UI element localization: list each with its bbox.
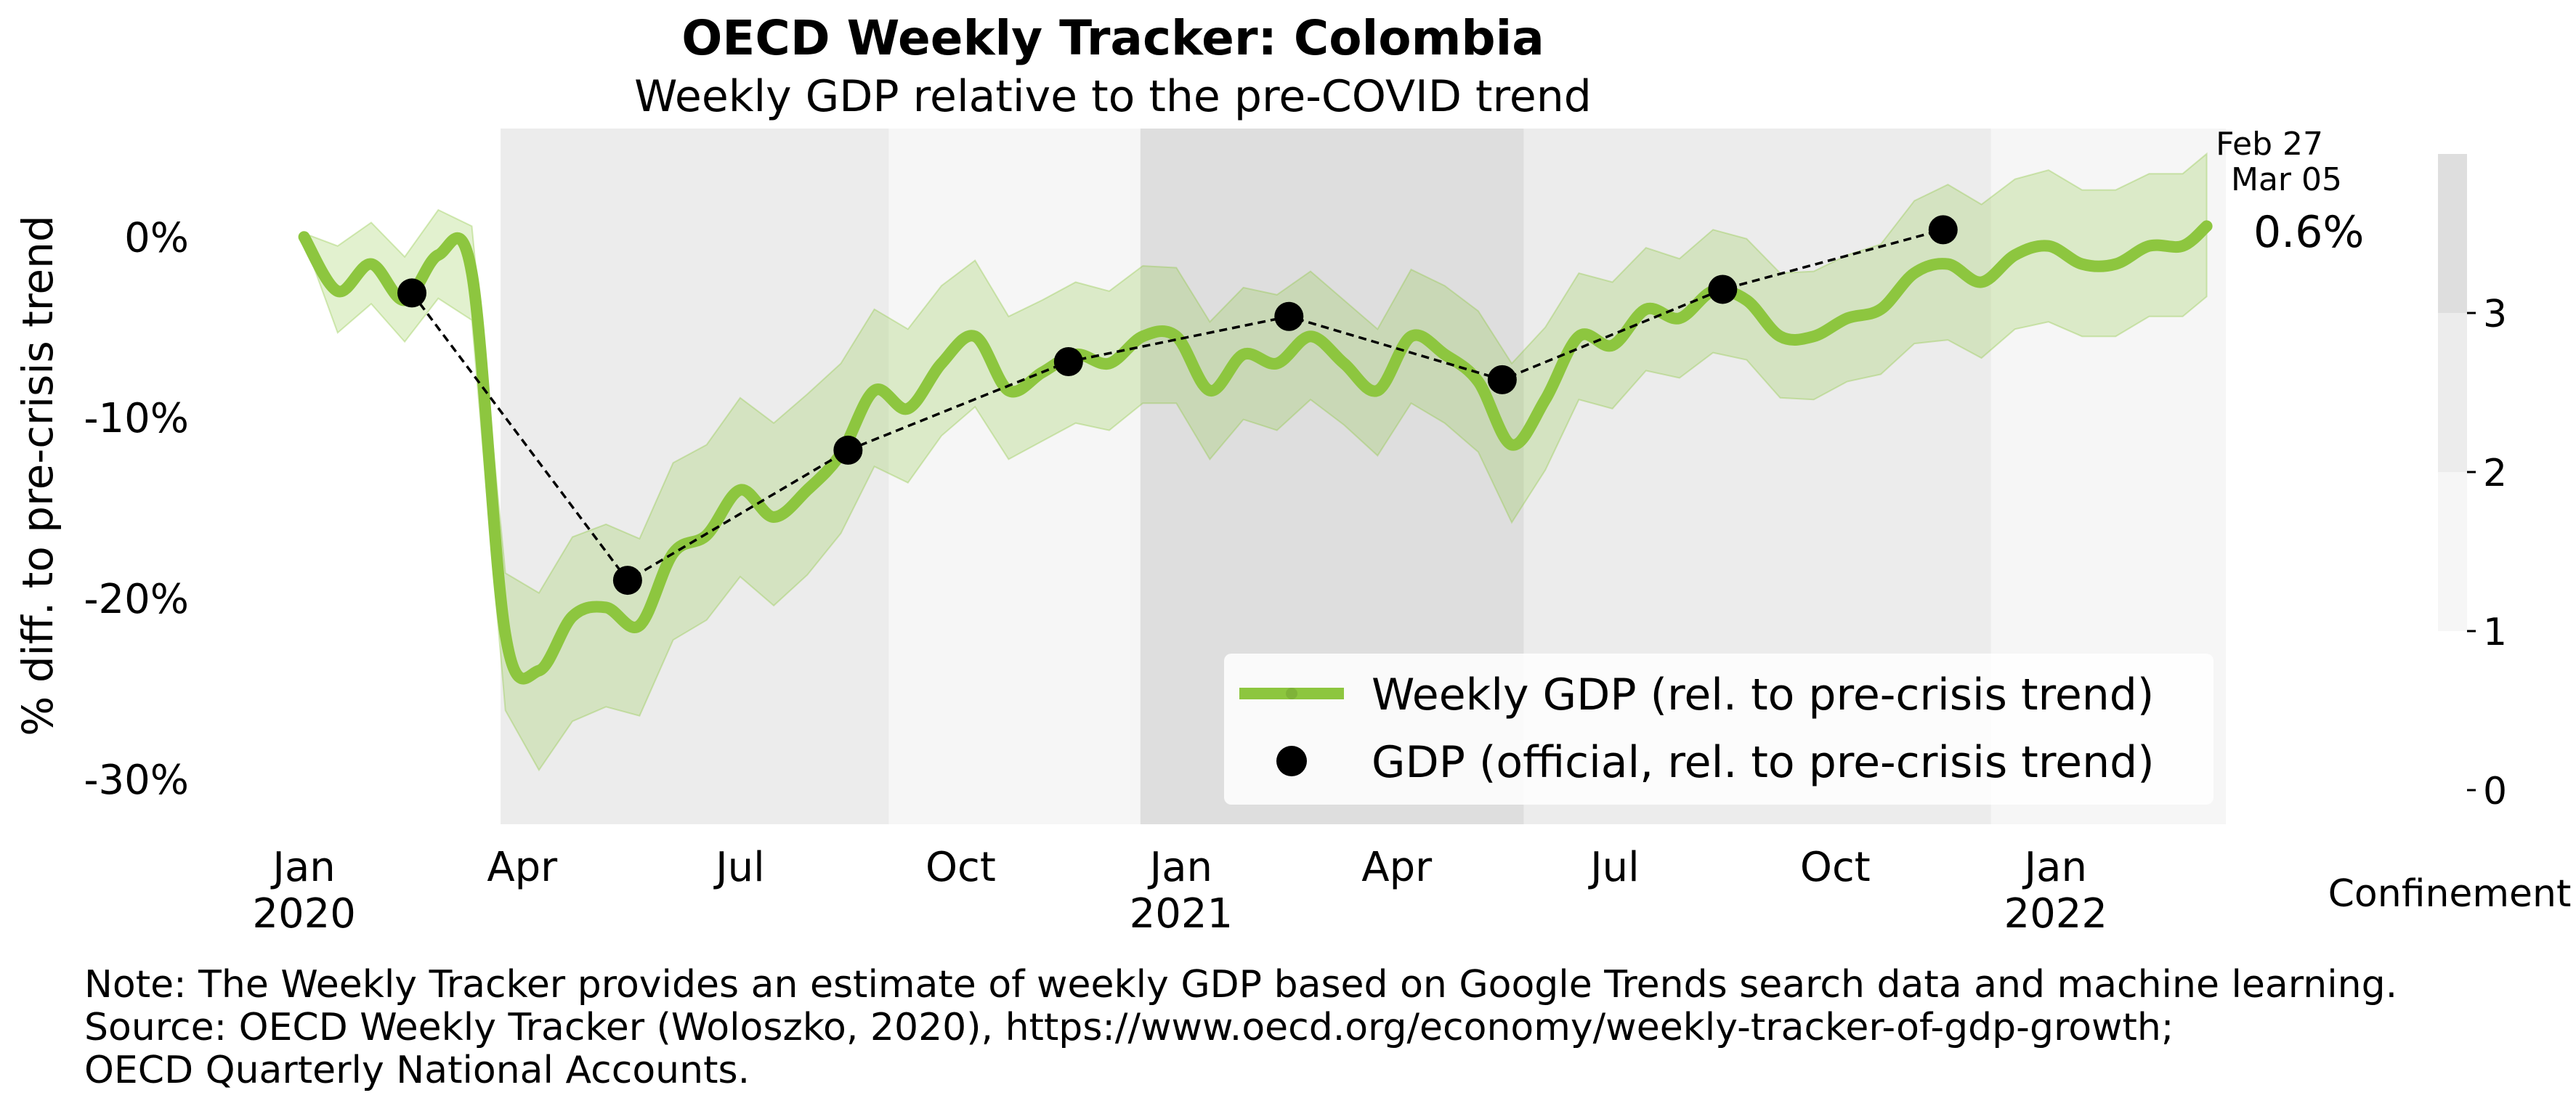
colorbar-tick-label-2: 2 [2483,452,2507,495]
official-gdp-point-5 [1487,365,1517,394]
latest-value-annotation: Feb 27 Mar 05 0.6% [2216,126,2364,258]
x-tick-label-0: Jan [270,844,335,891]
colorbar-tick-label-3: 3 [2483,293,2507,336]
x-tick-label-5: Apr [1361,844,1433,891]
chart-subtitle: Weekly GDP relative to the pre-COVID tre… [634,71,1592,122]
colorbar: 0 1 2 3 Confinement [2328,154,2572,916]
x-tick-label-8: Jan [2022,844,2087,891]
legend-line-marker [1286,688,1297,699]
note-line-3: OECD Quarterly National Accounts. [84,1049,750,1092]
legend-point-swatch [1276,746,1307,776]
official-gdp-points [397,215,1958,595]
x-tick-label-7: Oct [1800,844,1871,891]
y-tick-label-1: -10% [84,395,189,442]
legend: Weekly GDP (rel. to pre-crisis trend) GD… [1224,654,2214,805]
latest-value-label: 0.6% [2253,207,2364,258]
latest-date-line2: Mar 05 [2231,161,2342,198]
legend-label-weekly-gdp: Weekly GDP (rel. to pre-crisis trend) [1372,670,2154,720]
confinement-band-1 [888,129,1141,824]
y-tick-label-2: -20% [84,576,189,623]
note-line-2: Source: OECD Weekly Tracker (Woloszko, 2… [84,1006,2174,1049]
latest-date-line1: Feb 27 [2216,126,2323,163]
weekly-gdp-line [298,220,2213,685]
colorbar-label: Confinement [2328,872,2572,916]
x-tick-label-3: Oct [926,844,996,891]
y-tick-label-0: 0% [124,214,189,261]
colorbar-segment-low [2438,472,2467,631]
chart-title: OECD Weekly Tracker: Colombia [681,10,1544,66]
x-tick-label-6: Jul [1588,844,1640,891]
confidence-band [303,152,2208,772]
colorbar-ticks: 0 1 2 3 [2467,293,2507,813]
x-tick-year-0: 2020 [252,890,356,938]
x-tick-year-4: 2021 [1130,890,1234,938]
legend-label-official-gdp: GDP (official, rel. to pre-crisis trend) [1372,737,2155,788]
note-line-1: Note: The Weekly Tracker provides an est… [84,963,2397,1007]
legend-box [1224,654,2214,805]
colorbar-segment-mid [2438,313,2467,472]
colorbar-tick-label-1: 1 [2483,611,2507,654]
note: Note: The Weekly Tracker provides an est… [84,963,2397,1092]
x-tick-label-4: Jan [1148,844,1212,891]
x-tick-year-8: 2022 [2004,890,2108,938]
official-gdp-point-4 [1274,301,1304,331]
y-axis-label: % diff. to pre-crisis trend [13,215,62,736]
x-tick-label-2: Jul [713,844,765,891]
y-axis-ticks: 0% -10% -20% -30% [84,214,189,803]
colorbar-tick-label-0: 0 [2483,770,2507,813]
y-tick-label-3: -30% [84,757,189,804]
official-gdp-point-0 [397,278,427,308]
official-gdp-point-6 [1708,275,1738,304]
official-gdp-point-2 [833,435,863,465]
official-gdp-point-7 [1928,215,1958,245]
official-gdp-point-3 [1053,346,1083,376]
x-tick-label-1: Apr [487,844,558,891]
colorbar-segment-high [2438,154,2467,313]
official-gdp-point-1 [612,566,642,595]
